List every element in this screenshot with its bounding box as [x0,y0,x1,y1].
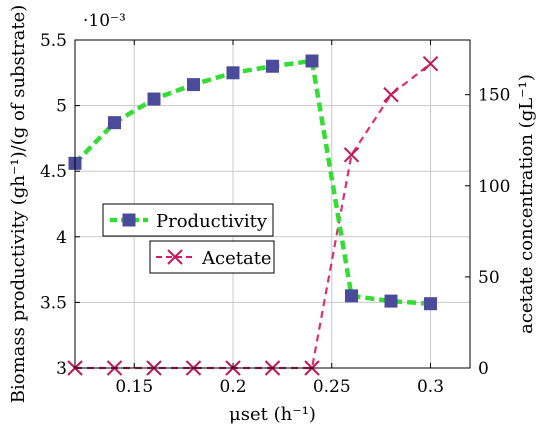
y-left-tick-label: 5.5 [40,31,67,51]
acetate-point [422,55,439,72]
legend-productivity-label: Productivity [156,211,268,232]
y-right-tick-label: 100 [478,177,510,197]
legend-acetate-label: Acetate [201,248,272,269]
legend-productivity-marker [122,213,136,227]
x-tick-label: 0.3 [417,377,444,397]
y-left-multiplier: ·10⁻³ [83,11,126,31]
y-right-tick-label: 150 [478,86,510,106]
acetate-point-stroke [343,147,360,163]
productivity-point [187,78,200,92]
productivity-point [424,297,437,311]
y-left-tick-label: 3.5 [40,293,67,313]
legend-acetate-cross [167,249,183,265]
legend-acetate-cross-stroke [167,249,183,265]
tick-marks [75,39,470,369]
productivity-point [266,59,279,73]
acetate-point [383,86,399,103]
x-tick-label: 0.15 [115,377,153,397]
plot-frame [74,39,471,369]
y-left-tick-label: 4.5 [40,162,67,182]
y-right-axis-title: acetate concentration (gL⁻¹) [516,74,537,334]
acetate-point [343,147,360,163]
x-tick-label: 0.2 [219,377,246,397]
tick-labels: 0.15 0.2 0.25 0.3 3 3.5 4 4.5 5 5.5 0 50 100 150 [40,31,511,397]
y-left-tick-label: 5 [56,97,67,117]
acetate-point-stroke [422,55,439,72]
y-right-tick-label: 50 [478,268,500,288]
productivity-point [108,116,121,130]
y-left-tick-label: 4 [56,228,67,248]
productivity-point [384,294,398,308]
acetate-point-stroke [383,86,399,103]
productivity-point [305,54,319,68]
x-axis-title: μset (h⁻¹) [229,404,316,425]
x-tick-label: 0.25 [313,377,351,397]
productivity-point [226,66,240,80]
y-left-axis-title: Biomass productivity (gh⁻¹)/(g of substr… [8,5,29,404]
legend-productivity: Productivity [102,203,274,237]
productivity-line [73,58,431,306]
y-left-tick-label: 3 [56,359,67,379]
productivity-point [147,92,161,106]
legend-acetate-marker [167,249,183,265]
legend-acetate: Acetate [149,240,275,274]
y-right-tick-label: 0 [478,359,489,379]
productivity-point [345,289,358,303]
